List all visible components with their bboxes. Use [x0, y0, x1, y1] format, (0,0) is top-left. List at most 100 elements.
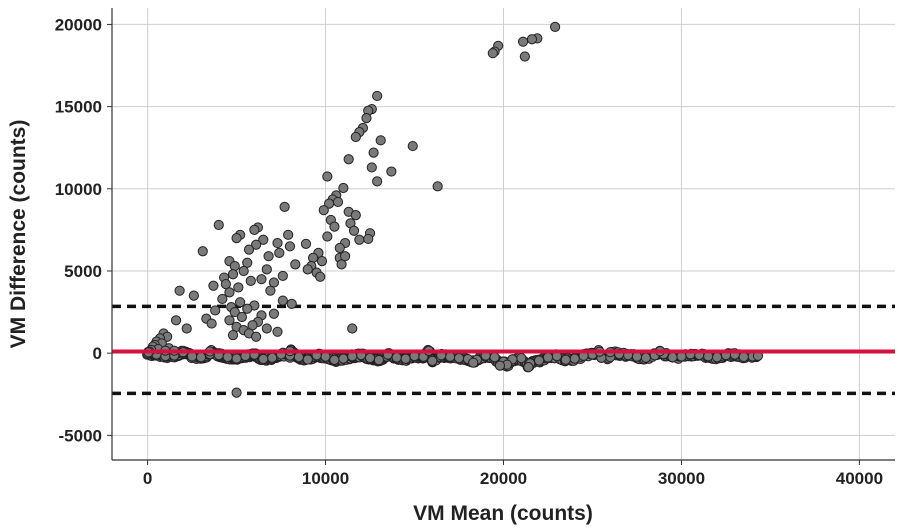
data-point — [272, 326, 283, 337]
data-point — [348, 225, 360, 236]
data-point — [261, 323, 272, 334]
data-point — [227, 269, 239, 280]
data-point — [279, 201, 290, 212]
x-tick-label: 20000 — [480, 469, 527, 488]
y-tick-label: 5000 — [64, 262, 102, 281]
data-point — [229, 260, 240, 272]
data-point — [233, 282, 244, 293]
data-point — [277, 270, 288, 282]
data-point — [468, 357, 479, 368]
data-point — [242, 303, 253, 314]
data-point — [400, 353, 411, 364]
data-point — [224, 287, 235, 298]
data-point — [445, 351, 456, 362]
data-point — [268, 308, 280, 319]
data-point — [368, 147, 379, 158]
data-point — [267, 352, 278, 363]
data-point — [243, 244, 255, 255]
data-point — [322, 171, 333, 182]
data-point — [516, 352, 527, 364]
data-point — [569, 353, 580, 364]
data-point — [373, 354, 385, 366]
data-point — [283, 229, 294, 240]
data-point — [261, 264, 272, 275]
data-point — [453, 352, 465, 364]
data-point — [188, 290, 199, 301]
data-point — [236, 311, 248, 323]
data-point — [343, 154, 354, 165]
data-point — [300, 238, 312, 249]
x-tick-labels: 0 10000 20000 30000 40000 — [143, 469, 883, 488]
data-point — [738, 351, 749, 363]
data-point — [711, 352, 723, 363]
data-point — [542, 352, 554, 363]
data-point — [363, 233, 374, 245]
data-point — [258, 234, 269, 245]
data-point — [526, 34, 538, 45]
data-point — [263, 251, 274, 262]
y-tick-label: 15000 — [55, 98, 102, 117]
data-point — [174, 285, 185, 296]
data-point — [324, 198, 335, 209]
data-point — [235, 297, 246, 308]
data-point — [213, 219, 224, 231]
data-point — [231, 387, 242, 398]
data-point — [197, 246, 208, 257]
data-point — [560, 354, 571, 365]
data-point — [238, 265, 249, 277]
data-point — [407, 140, 418, 152]
data-point — [231, 233, 242, 244]
data-point — [170, 315, 182, 326]
data-point — [249, 224, 260, 235]
data-point — [489, 352, 500, 363]
data-point — [258, 353, 269, 365]
data-point — [256, 274, 267, 285]
data-point — [347, 323, 358, 334]
data-point — [322, 231, 333, 242]
x-tick-label: 40000 — [836, 469, 883, 488]
reference-lines — [112, 304, 895, 396]
data-point — [210, 305, 221, 316]
data-point — [487, 48, 498, 59]
data-point — [274, 247, 285, 259]
data-point — [318, 205, 329, 216]
data-point — [640, 352, 651, 363]
y-tick-labels: -5000 0 5000 10000 15000 20000 — [55, 15, 102, 445]
y-axis-title: VM Difference (counts) — [7, 120, 30, 349]
x-axis-title: VM Mean (counts) — [413, 502, 593, 525]
data-point — [334, 242, 345, 254]
data-point — [222, 351, 233, 363]
data-point — [533, 355, 545, 366]
data-point — [302, 264, 313, 275]
data-point — [195, 352, 207, 363]
data-point — [519, 51, 530, 62]
data-point — [338, 182, 349, 194]
data-point — [340, 251, 351, 262]
data-point — [307, 252, 319, 263]
data-point — [350, 209, 361, 221]
data-point — [290, 259, 301, 270]
data-point — [432, 181, 443, 192]
data-point — [386, 166, 397, 177]
y-tick-label: -5000 — [59, 426, 102, 445]
data-point — [372, 90, 383, 102]
x-tick-label: 0 — [143, 469, 152, 488]
data-point — [350, 131, 361, 143]
data-point — [375, 135, 386, 146]
data-point — [316, 256, 328, 267]
data-point — [272, 237, 283, 249]
data-point — [293, 352, 304, 363]
data-point — [227, 329, 239, 341]
data-point — [245, 275, 256, 286]
data-point — [332, 196, 344, 208]
data-point — [181, 323, 192, 334]
data-point — [329, 354, 340, 366]
data-point — [208, 280, 219, 291]
data-point — [302, 354, 313, 365]
data-point — [251, 331, 262, 342]
data-point — [251, 239, 262, 250]
data-point — [229, 306, 240, 318]
data-point — [284, 241, 296, 252]
data-point — [206, 318, 217, 329]
